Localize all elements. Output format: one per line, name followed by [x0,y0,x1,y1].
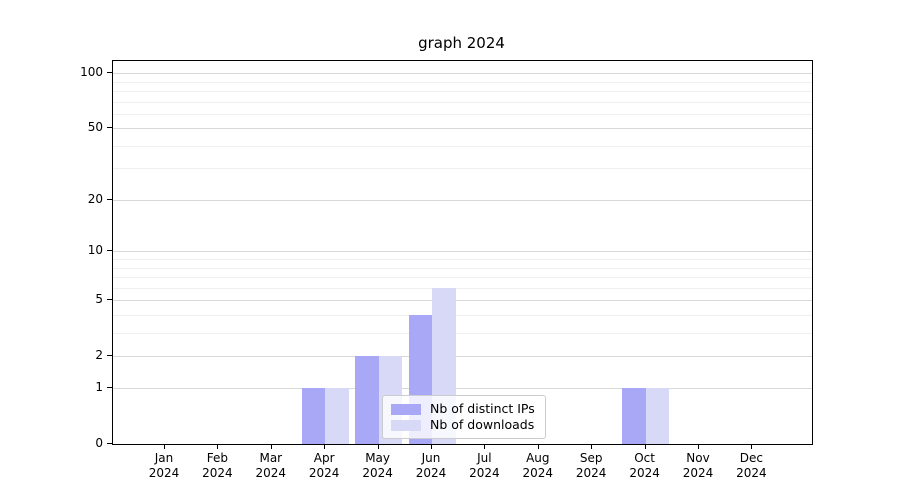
y-gridline-minor [113,81,812,83]
x-axis-tick-label: Feb 2024 [202,451,233,480]
ips-bar [355,355,379,444]
y-tick-mark [107,198,112,200]
y-tick-mark [107,443,112,444]
x-axis-tick-label: Dec 2024 [736,451,767,480]
y-axis-tick-label: 2 [95,347,103,362]
y-tick-mark [107,72,112,74]
legend-label-downloads: Nb of downloads [430,417,535,432]
y-tick-mark [107,250,112,252]
y-gridline-major [113,73,812,75]
y-axis-tick-label: 20 [87,191,103,206]
x-tick-mark [217,444,219,449]
x-axis-tick-label: Oct 2024 [629,451,660,480]
x-axis-tick-label: Aug 2024 [522,451,554,480]
y-gridline-minor [113,168,812,170]
y-gridline-minor [113,145,812,147]
y-gridline-minor [113,267,812,269]
x-axis-tick-label: Jul 2024 [469,451,500,480]
y-gridline-minor [113,314,812,316]
ips-bar [301,388,326,444]
x-tick-mark [591,444,593,449]
y-tick-mark [107,354,112,356]
y-gridline-minor [113,259,812,261]
legend-swatch-distinct-ips [391,403,421,415]
y-gridline-minor [113,113,812,115]
legend-label-distinct-ips: Nb of distinct IPs [430,401,535,416]
x-tick-mark [537,444,539,449]
x-tick-mark [644,444,646,449]
x-axis-tick-label: Sep 2024 [575,451,607,480]
x-axis-tick-label: Jun 2024 [415,451,447,480]
x-axis-tick-label: Mar 2024 [255,451,287,480]
x-tick-mark [431,444,432,449]
ips-bar [622,388,646,444]
y-tick-mark [107,387,112,389]
x-tick-mark [484,444,486,449]
plot-area [112,60,813,445]
y-axis-tick-label: 5 [95,292,103,307]
x-axis-tick-label: May 2024 [362,451,393,480]
y-gridline-major [113,128,812,130]
y-gridline-minor [113,101,812,103]
x-tick-mark [698,444,699,449]
legend-item-distinct-ips: Nb of distinct IPs [391,401,537,417]
legend-swatch-downloads [391,419,421,431]
y-tick-mark [107,127,112,129]
downloads-bar [325,388,349,444]
y-gridline-major [113,355,812,357]
y-gridline-minor [113,91,812,93]
y-axis-tick-label: 50 [87,120,103,135]
y-gridline-major [113,199,812,201]
y-gridline-major [113,300,812,302]
x-axis-tick-label: Jan 2024 [148,451,180,480]
x-axis-tick-label: Nov 2024 [682,451,714,480]
y-gridline-major [113,388,812,390]
y-axis-tick-label: 1 [95,380,103,395]
x-tick-mark [751,444,753,449]
legend-item-downloads: Nb of downloads [391,417,537,433]
x-tick-mark [164,444,165,449]
chart-title: graph 2024 [418,34,505,52]
y-gridline-minor [113,277,812,279]
x-tick-mark [324,444,326,449]
y-axis-tick-label: 0 [95,436,103,450]
y-gridline-minor [113,287,812,289]
legend: Nb of distinct IPs Nb of downloads [382,395,546,439]
y-gridline-major [113,251,812,253]
y-gridline-minor [113,332,812,334]
x-tick-mark [270,444,272,449]
y-axis-tick-label: 10 [87,243,103,258]
y-axis-tick-label: 100 [80,65,103,80]
x-axis-tick-label: Apr 2024 [308,451,340,480]
y-tick-mark [107,299,112,301]
downloads-bar [645,388,670,444]
x-tick-mark [377,444,379,449]
